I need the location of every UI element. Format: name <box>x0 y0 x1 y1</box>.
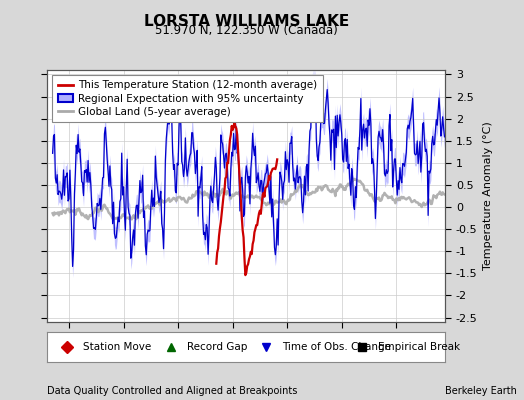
Text: Empirical Break: Empirical Break <box>378 342 460 352</box>
Text: Station Move: Station Move <box>83 342 151 352</box>
Text: 51.970 N, 122.350 W (Canada): 51.970 N, 122.350 W (Canada) <box>155 24 337 37</box>
Text: Data Quality Controlled and Aligned at Breakpoints: Data Quality Controlled and Aligned at B… <box>47 386 298 396</box>
Y-axis label: Temperature Anomaly (°C): Temperature Anomaly (°C) <box>483 122 493 270</box>
Text: Record Gap: Record Gap <box>187 342 247 352</box>
Legend: This Temperature Station (12-month average), Regional Expectation with 95% uncer: This Temperature Station (12-month avera… <box>52 75 323 122</box>
Text: Time of Obs. Change: Time of Obs. Change <box>282 342 391 352</box>
Text: Berkeley Earth: Berkeley Earth <box>445 386 517 396</box>
Text: LORSTA WILLIAMS LAKE: LORSTA WILLIAMS LAKE <box>144 14 349 29</box>
